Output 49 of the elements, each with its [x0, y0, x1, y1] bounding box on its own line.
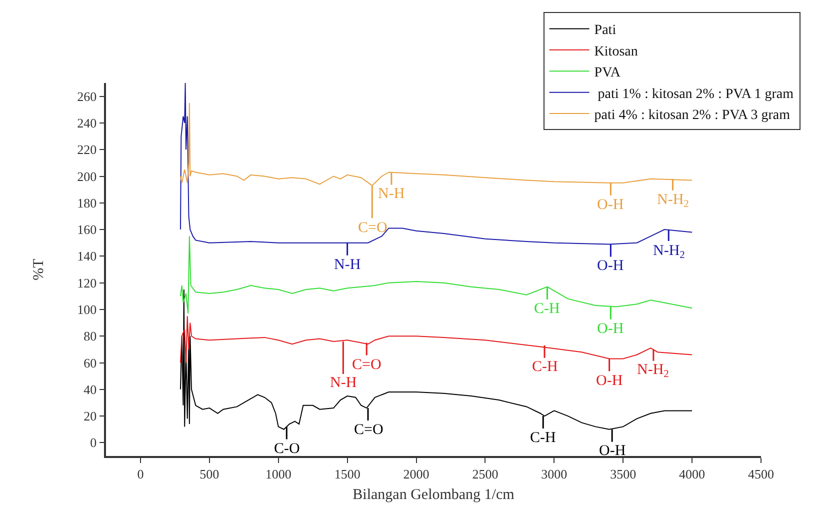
annotation: C=O — [352, 357, 382, 373]
x-tick-label: 0 — [137, 466, 144, 482]
x-axis-title: Bilangan Gelombang 1/cm — [352, 486, 515, 503]
annotation: C=O — [358, 220, 388, 236]
legend-label: Kitosan — [594, 44, 638, 60]
annotation: C-H — [532, 359, 558, 375]
y-tick-label: 180 — [77, 195, 97, 210]
annotation: N-H$_{2}$ — [657, 192, 689, 210]
x-tick-label: 4000 — [679, 466, 706, 482]
y-axis-title: %T — [30, 258, 47, 280]
annotation: N-H$_{2}$ — [637, 362, 669, 380]
y-tick-label: 80 — [84, 328, 97, 344]
x-tick-label: 1000 — [265, 466, 292, 482]
annotation: C-H — [534, 301, 560, 317]
x-tick-label: 4500 — [748, 466, 774, 482]
y-tick-label: 240 — [77, 116, 97, 131]
y-tick-label: 120 — [77, 275, 97, 290]
y-tick-label: 20 — [84, 408, 97, 424]
y-tick-label: 40 — [84, 382, 97, 397]
annotation: N-H — [378, 186, 405, 202]
legend-label: pati 4% : kitosan 2% : PVA 3 gram — [594, 108, 790, 123]
annotation: N-H$_{2}$ — [653, 243, 685, 262]
annotation: O-H — [597, 197, 624, 213]
y-tick-label: 100 — [77, 302, 97, 318]
x-tick-label: 2000 — [403, 466, 430, 482]
annotation: N-H — [334, 257, 361, 273]
x-tick-label: 1500 — [334, 466, 360, 482]
annotation: C-H — [530, 430, 556, 446]
y-tick-label: 160 — [77, 222, 97, 238]
y-tick-label: 140 — [77, 248, 97, 264]
x-tick-label: 3500 — [610, 466, 636, 482]
annotation: O-H — [599, 443, 626, 459]
legend-label: PVA — [594, 66, 622, 81]
legend-label: Pati — [594, 23, 616, 38]
x-tick-label: 3000 — [541, 466, 568, 482]
y-tick-label: 260 — [77, 88, 97, 104]
annotation: C=O — [354, 422, 384, 438]
y-tick-label: 60 — [84, 355, 97, 370]
annotation: C-O — [274, 441, 300, 457]
y-tick-label: 220 — [77, 142, 97, 158]
annotation: N-H — [330, 375, 357, 391]
legend-label: pati 1% : kitosan 2% : PVA 1 gram — [594, 86, 794, 102]
y-tick-label: 200 — [77, 168, 97, 184]
annotation: O-H — [597, 321, 624, 337]
annotation: O-H — [596, 373, 623, 389]
x-tick-label: 500 — [200, 466, 220, 482]
annotation: O-H — [597, 258, 624, 274]
x-tick-label: 2500 — [472, 466, 498, 482]
y-tick-label: 0 — [90, 435, 97, 450]
